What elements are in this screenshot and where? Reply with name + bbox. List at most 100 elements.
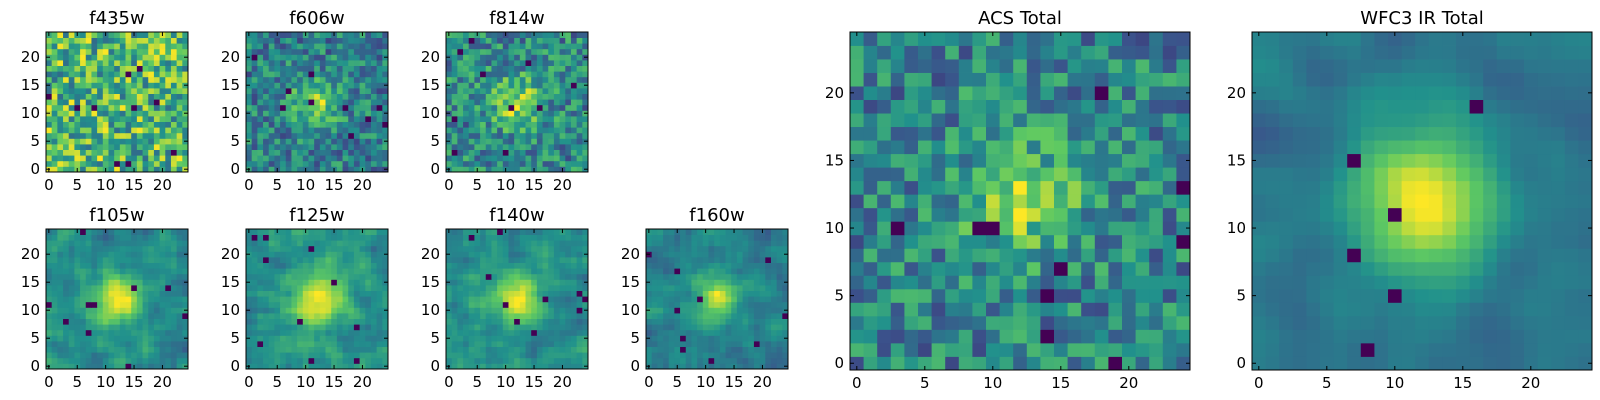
heatmap-cell: [103, 66, 109, 72]
heatmap-cell: [126, 352, 132, 358]
heatmap-cell: [86, 302, 92, 308]
heatmap-cell: [160, 257, 166, 263]
heatmap-cell: [365, 358, 371, 364]
heatmap-cell: [1095, 356, 1109, 370]
heatmap-cell: [891, 289, 905, 303]
heatmap-cell: [69, 110, 75, 116]
heatmap-cell: [143, 240, 149, 246]
heatmap-cell: [382, 116, 388, 122]
heatmap-cell: [69, 161, 75, 167]
heatmap-cell: [864, 316, 878, 330]
heatmap-cell: [269, 263, 275, 269]
heatmap-cell: [165, 358, 171, 364]
heatmap-cell: [148, 291, 154, 297]
heatmap-cell: [1027, 181, 1041, 195]
heatmap-cell: [497, 246, 503, 252]
heatmap-cell: [531, 307, 537, 313]
heatmap-cell: [680, 235, 686, 241]
heatmap-cell: [652, 229, 658, 235]
heatmap-cell: [904, 235, 918, 249]
heatmap-cell: [331, 296, 337, 302]
heatmap-cell: [491, 105, 497, 111]
heatmap-cell: [348, 335, 354, 341]
heatmap-cell: [171, 122, 177, 128]
heatmap-cell: [126, 358, 132, 364]
heatmap-cell: [497, 88, 503, 94]
heatmap-cell: [669, 274, 675, 280]
heatmap-cell: [337, 229, 343, 235]
heatmap-cell: [1149, 289, 1163, 303]
heatmap-cell: [514, 291, 520, 297]
heatmap-cell: [474, 313, 480, 319]
heatmap-cell: [114, 335, 120, 341]
heatmap-cell: [69, 330, 75, 336]
heatmap-cell: [657, 229, 663, 235]
heatmap-cell: [577, 285, 583, 291]
heatmap-cell: [137, 133, 143, 139]
heatmap-cell: [320, 60, 326, 66]
heatmap-cell: [703, 307, 709, 313]
heatmap-cell: [548, 105, 554, 111]
heatmap-cell: [80, 268, 86, 274]
heatmap-cell: [343, 94, 349, 100]
heatmap-cell: [314, 49, 320, 55]
heatmap-cell: [131, 279, 137, 285]
heatmap-cell: [526, 122, 532, 128]
heatmap-cell: [103, 257, 109, 263]
heatmap-cell: [331, 105, 337, 111]
heatmap-cell: [348, 133, 354, 139]
heatmap-cell: [548, 307, 554, 313]
heatmap-cell: [165, 49, 171, 55]
heatmap-cell: [320, 347, 326, 353]
heatmap-cell: [165, 274, 171, 280]
heatmap-cell: [52, 38, 58, 44]
heatmap-cell: [782, 319, 788, 325]
heatmap-cell: [457, 94, 463, 100]
heatmap-cell: [520, 319, 526, 325]
heatmap-cell: [469, 268, 475, 274]
heatmap-cell: [108, 144, 114, 150]
heatmap-cell: [57, 229, 63, 235]
heatmap-cell: [503, 302, 509, 308]
heatmap-cell: [269, 155, 275, 161]
heatmap-cell: [331, 352, 337, 358]
heatmap-cell: [371, 341, 377, 347]
heatmap-cell: [514, 235, 520, 241]
heatmap-cell: [365, 77, 371, 83]
heatmap-cell: [57, 144, 63, 150]
heatmap-cell: [686, 229, 692, 235]
heatmap-cell: [80, 99, 86, 105]
heatmap-cell: [280, 352, 286, 358]
heatmap-cell: [63, 263, 69, 269]
heatmap-cell: [165, 99, 171, 105]
heatmap-cell: [520, 38, 526, 44]
heatmap-cell: [565, 257, 571, 263]
heatmap-cell: [777, 313, 783, 319]
heatmap-cell: [726, 268, 732, 274]
heatmap-cell: [503, 122, 509, 128]
heatmap-cell: [343, 313, 349, 319]
heatmap-cell: [160, 319, 166, 325]
heatmap-cell: [754, 263, 760, 269]
heatmap-cell: [263, 279, 269, 285]
heatmap-cell: [531, 240, 537, 246]
heatmap-cell: [932, 289, 946, 303]
heatmap-cell: [754, 257, 760, 263]
heatmap-cell: [348, 307, 354, 313]
heatmap-cell: [91, 138, 97, 144]
heatmap-cell: [126, 307, 132, 313]
heatmap-cell: [257, 161, 263, 167]
heatmap-cell: [1054, 221, 1068, 235]
heatmap-cell: [877, 181, 891, 195]
heatmap-cell: [748, 313, 754, 319]
heatmap-cell: [143, 274, 149, 280]
heatmap-cell: [748, 296, 754, 302]
y-tick-label: 20: [421, 245, 440, 263]
heatmap-cell: [457, 358, 463, 364]
heatmap-cell: [348, 49, 354, 55]
heatmap-cell: [959, 289, 973, 303]
heatmap-cell: [945, 316, 959, 330]
heatmap-cell: [182, 274, 188, 280]
heatmap-cell: [726, 313, 732, 319]
heatmap-cell: [371, 330, 377, 336]
